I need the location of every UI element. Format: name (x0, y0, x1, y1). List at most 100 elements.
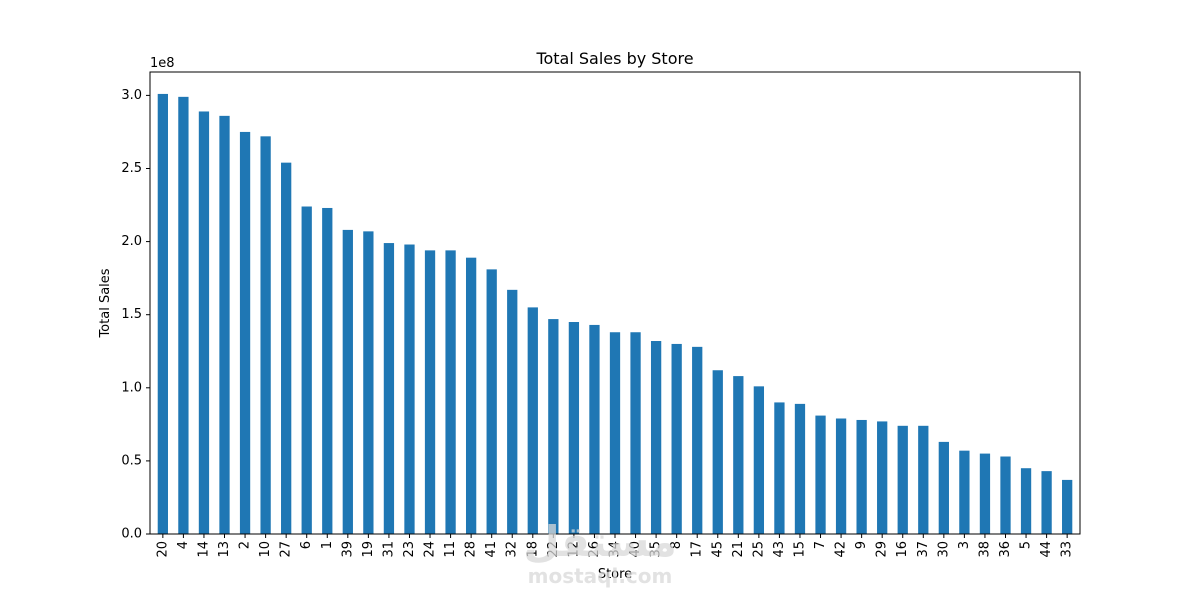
x-tick-label: 35 (649, 541, 664, 558)
bar-store-32 (507, 289, 518, 534)
bar-store-3 (959, 450, 970, 534)
bar-store-33 (1062, 479, 1073, 534)
bar-store-24 (424, 250, 436, 534)
bar-store-19 (363, 231, 374, 535)
x-tick-label: 21 (731, 541, 746, 558)
bar-store-45 (712, 370, 723, 534)
bar-store-13 (219, 115, 230, 535)
bar-store-43 (774, 402, 785, 534)
x-tick-label: 27 (279, 541, 294, 558)
bar-store-36 (1000, 456, 1011, 534)
bar-store-31 (383, 243, 395, 534)
x-tick-label: 13 (217, 541, 232, 558)
watermark-logo-text: مستقل (523, 517, 677, 566)
watermark-site-text: mostaql.com (528, 564, 673, 588)
x-tick-label: 16 (895, 541, 910, 558)
bar-store-14 (198, 111, 210, 534)
x-tick-label: 7 (813, 541, 828, 549)
x-tick-label: 14 (196, 541, 211, 558)
x-tick-label: 9 (854, 541, 869, 549)
bar-store-11 (445, 250, 456, 534)
bar-store-17 (692, 346, 703, 534)
bar-store-6 (301, 206, 312, 534)
x-tick-label: 43 (772, 541, 787, 558)
y-tick-label: 1.5 (121, 307, 142, 322)
x-tick-label: 1 (320, 541, 335, 549)
x-axis-title: Store (598, 567, 632, 582)
bar-store-10 (260, 136, 271, 534)
x-tick-label: 17 (690, 541, 705, 558)
bar-store-22 (548, 319, 559, 534)
x-tick-label: 12 (566, 541, 581, 558)
x-tick-label: 5 (1019, 541, 1034, 549)
x-tick-label: 3 (957, 541, 972, 549)
x-tick-label: 37 (916, 541, 931, 558)
bar-store-38 (979, 453, 991, 534)
bar-store-15 (794, 403, 806, 534)
x-tick-label: 19 (361, 541, 376, 558)
x-tick-label: 30 (936, 541, 951, 558)
x-tick-label: 8 (669, 541, 684, 549)
x-tick-label: 26 (587, 541, 602, 558)
bar-store-39 (342, 229, 353, 534)
x-tick-label: 10 (258, 541, 273, 558)
chart-title: Total Sales by Store (535, 49, 693, 68)
x-tick-label: 22 (546, 541, 561, 558)
x-tick-label: 2 (238, 541, 253, 549)
x-tick-label: 33 (1060, 541, 1075, 558)
x-tick-label: 40 (628, 541, 643, 558)
bar-store-26 (589, 324, 600, 534)
bar-store-42 (835, 418, 847, 534)
x-tick-label: 44 (1039, 541, 1054, 558)
x-tick-label: 34 (608, 541, 623, 558)
x-tick-label: 29 (875, 541, 890, 558)
bar-store-37 (918, 425, 929, 534)
bar-store-27 (281, 162, 292, 534)
x-tick-label: 28 (464, 541, 479, 558)
bar-store-12 (568, 322, 580, 534)
y-tick-label: 2.0 (121, 234, 142, 249)
x-tick-label: 24 (423, 541, 438, 558)
x-tick-label: 23 (402, 541, 417, 558)
bar-store-16 (897, 425, 908, 534)
x-tick-label: 15 (792, 541, 807, 558)
bar-store-2 (239, 131, 251, 534)
watermark-logo: مستقل mostaql.com (523, 517, 677, 588)
bar-store-7 (815, 415, 826, 534)
bar-store-44 (1041, 471, 1052, 534)
plot-frame (149, 71, 1081, 535)
y-axis: 0.0 0.5 1.0 1.5 2.0 2.5 3.0 (121, 88, 150, 542)
x-tick-label: 4 (176, 541, 191, 549)
x-tick-label: 41 (484, 541, 499, 558)
y-tick-label: 3.0 (121, 88, 142, 103)
bar-store-41 (486, 269, 497, 534)
y-tick-label: 1.0 (121, 380, 142, 395)
bar-store-35 (650, 341, 662, 534)
x-axis: 20 4 14 13 2 10 27 6 1 39 19 31 23 24 11 28 41 32 18 22 12 26… (155, 534, 1075, 558)
bar-store-34 (609, 332, 621, 534)
bar-store-18 (527, 307, 538, 534)
bar-store-28 (465, 257, 477, 534)
bar-store-1 (322, 207, 333, 534)
bar-store-40 (630, 332, 641, 534)
x-tick-label: 42 (834, 541, 849, 558)
y-tick-label: 2.5 (121, 161, 142, 176)
bar-store-29 (877, 421, 888, 534)
x-tick-label: 11 (443, 541, 458, 558)
bars-group (157, 93, 1073, 535)
bar-store-20 (157, 93, 168, 535)
bar-store-5 (1020, 468, 1032, 534)
x-tick-label: 31 (381, 541, 396, 558)
x-tick-label: 38 (977, 541, 992, 558)
x-tick-label: 39 (340, 541, 355, 558)
bar-store-21 (733, 376, 744, 534)
y-tick-label: 0.5 (121, 453, 142, 468)
x-tick-label: 18 (525, 541, 540, 558)
x-tick-label: 6 (299, 541, 314, 549)
bar-store-9 (856, 419, 867, 534)
bar-store-30 (938, 441, 949, 534)
y-tick-label: 0.0 (121, 527, 142, 542)
x-tick-label: 36 (998, 541, 1013, 558)
